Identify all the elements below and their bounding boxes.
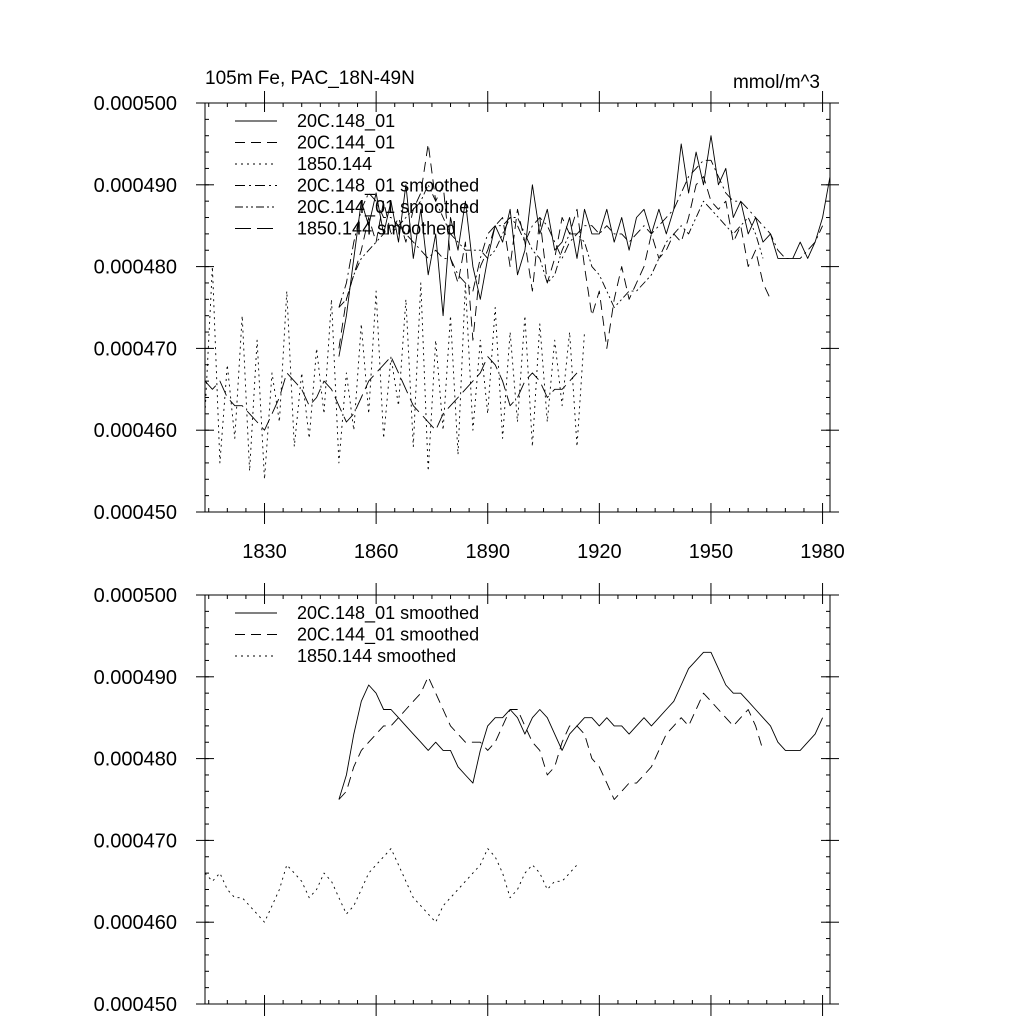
y-tick-label: 0.000470 xyxy=(94,338,177,360)
y-tick-label: 0.000460 xyxy=(94,912,177,934)
legend-label: 20C.144_01 smoothed xyxy=(297,625,479,646)
series-line-1850-144-smoothed xyxy=(204,848,578,923)
y-tick-label: 0.000450 xyxy=(94,994,177,1016)
x-tick-label: 1830 xyxy=(242,541,287,563)
series-line-20c-148-01 xyxy=(338,135,831,357)
units-label: mmol/m^3 xyxy=(733,72,820,93)
y-tick-label: 0.000490 xyxy=(94,667,177,689)
y-tick-label: 0.000450 xyxy=(94,502,177,524)
x-tick-label: 1920 xyxy=(577,541,622,563)
legend-label: 20C.148_01 smoothed xyxy=(297,603,479,624)
series-line-1850-144-smoothed xyxy=(204,356,578,431)
legend-label: 1850.144 smoothed xyxy=(297,646,456,666)
top-panel: 0.000450 0.000460 0.000470 0.000480 0.000490… xyxy=(94,68,845,563)
y-tick-label: 0.000480 xyxy=(94,257,177,279)
x-tick-label: 1950 xyxy=(689,541,734,563)
plot-frame xyxy=(204,594,831,1005)
series-line-20c-144-01-smoothed xyxy=(338,676,764,800)
y-tick-label: 0.000470 xyxy=(94,830,177,852)
chart-title: 105m Fe, PAC_18N-49N xyxy=(205,68,415,89)
x-tick-label: 1890 xyxy=(465,541,510,563)
plot-frame xyxy=(204,102,831,513)
legend-label: 20C.148_01 smoothed xyxy=(297,176,479,197)
series-line-20c-148-01-smoothed xyxy=(338,651,824,800)
series-line-1850-144 xyxy=(204,266,585,480)
legend-label: 20C.144_01 smoothed xyxy=(297,197,479,218)
legend-label: 1850.144 xyxy=(297,154,372,174)
y-tick-label: 0.000480 xyxy=(94,749,177,771)
y-tick-label: 0.000490 xyxy=(94,175,177,197)
legend-label: 20C.148_01 xyxy=(297,111,395,132)
series-line-20c-144-01-smoothed xyxy=(338,184,764,308)
x-tick-label: 1860 xyxy=(354,541,399,563)
y-tick-label: 0.000460 xyxy=(94,420,177,442)
series-line-20c-148-01-smoothed xyxy=(338,159,824,308)
x-tick-label: 1980 xyxy=(800,541,845,563)
legend-label: 20C.144_01 xyxy=(297,133,395,154)
legend-label: 1850.144 smoothed xyxy=(297,219,456,239)
bottom-panel: 0.000450 0.000460 0.000470 0.000480 0.000490… xyxy=(94,583,839,1016)
y-tick-label: 0.000500 xyxy=(94,585,177,607)
y-tick-label: 0.000500 xyxy=(94,93,177,115)
